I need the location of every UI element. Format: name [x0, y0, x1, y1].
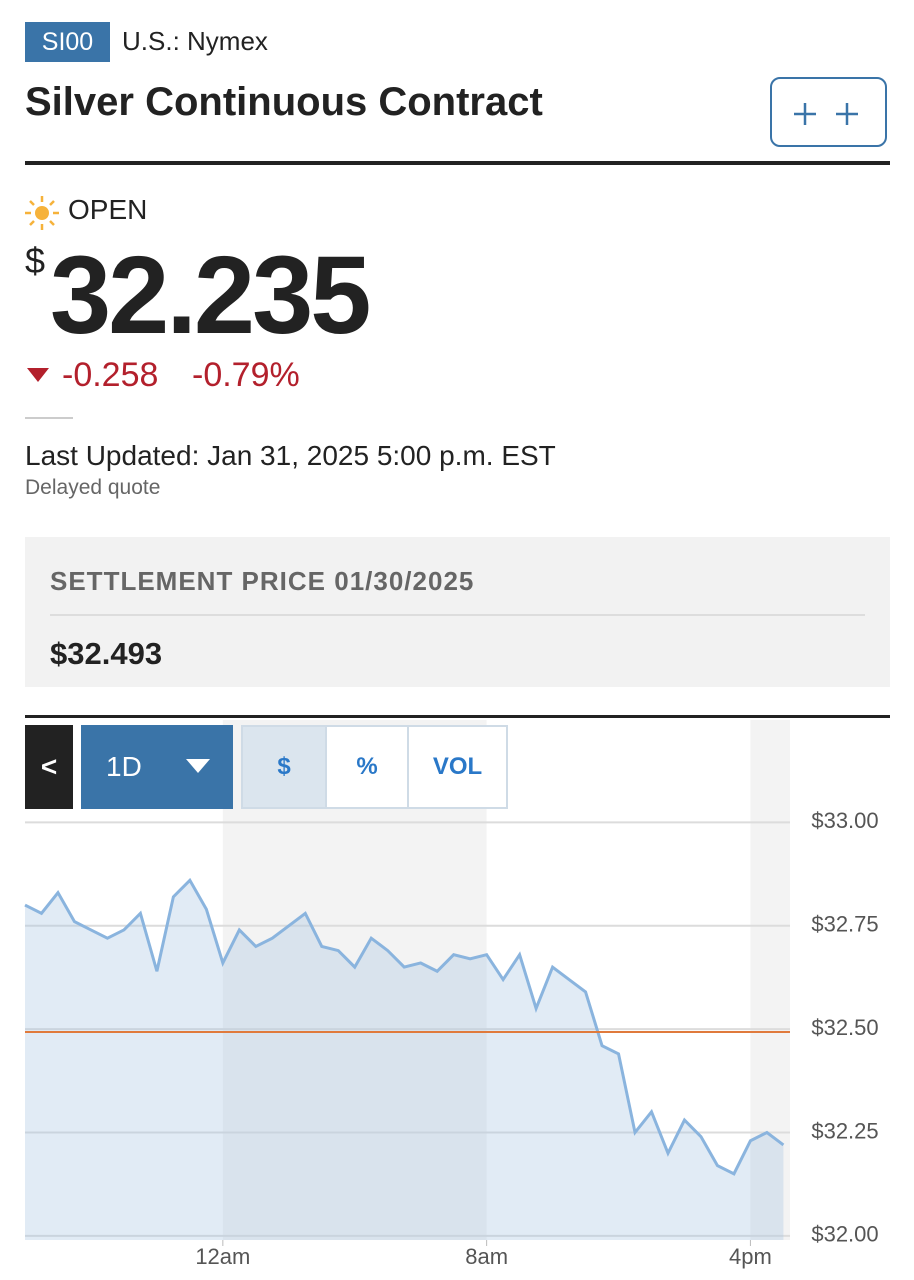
sun-icon: [25, 196, 59, 230]
settlement-price: $32.493: [50, 636, 163, 671]
divider: [25, 161, 890, 165]
instrument-name: Silver Continuous Contract: [25, 80, 543, 124]
x-tick-label: 4pm: [729, 1244, 772, 1269]
add-watchlist-button[interactable]: [770, 77, 887, 147]
area: [25, 880, 784, 1240]
mode-button[interactable]: %: [325, 725, 409, 809]
top-rule: [25, 715, 890, 718]
price-line: [24, 877, 785, 1176]
divider: [25, 417, 73, 419]
y-tick-label: $33.00: [811, 808, 878, 833]
change: -0.258: [62, 356, 159, 394]
mode-button[interactable]: $: [241, 725, 327, 809]
y-tick-label: $32.50: [811, 1015, 878, 1040]
price: 32.235: [50, 234, 371, 357]
divider: [50, 614, 865, 616]
currency: $: [25, 240, 46, 281]
delay-note: Delayed quote: [25, 476, 161, 499]
dropdown-arrow: [186, 759, 210, 773]
x-tick-label: 8am: [465, 1244, 508, 1269]
x-tick-label: 12am: [195, 1244, 250, 1269]
plus-icon: [794, 103, 858, 125]
mode-button[interactable]: VOL: [407, 725, 508, 809]
range-dropdown[interactable]: 1D: [81, 725, 233, 809]
y-tick-label: $32.75: [811, 912, 878, 937]
market-status: OPEN: [68, 194, 148, 225]
y-tick-label: $32.00: [811, 1222, 878, 1247]
down-arrow: [27, 368, 49, 382]
symbol-badge: SI00: [25, 22, 110, 62]
settlement-title: SETTLEMENT PRICE 01/30/2025: [50, 566, 475, 596]
y-tick-label: $32.25: [811, 1118, 878, 1143]
settlement-box: [25, 537, 890, 687]
change-percent: -0.79%: [192, 356, 300, 394]
exchange: U.S.: Nymex: [122, 26, 268, 56]
session-shade: [750, 720, 790, 1240]
range-label: 1D: [106, 751, 142, 782]
back-button[interactable]: <: [25, 725, 73, 809]
last-updated: Last Updated: Jan 31, 2025 5:00 p.m. EST: [25, 440, 556, 471]
